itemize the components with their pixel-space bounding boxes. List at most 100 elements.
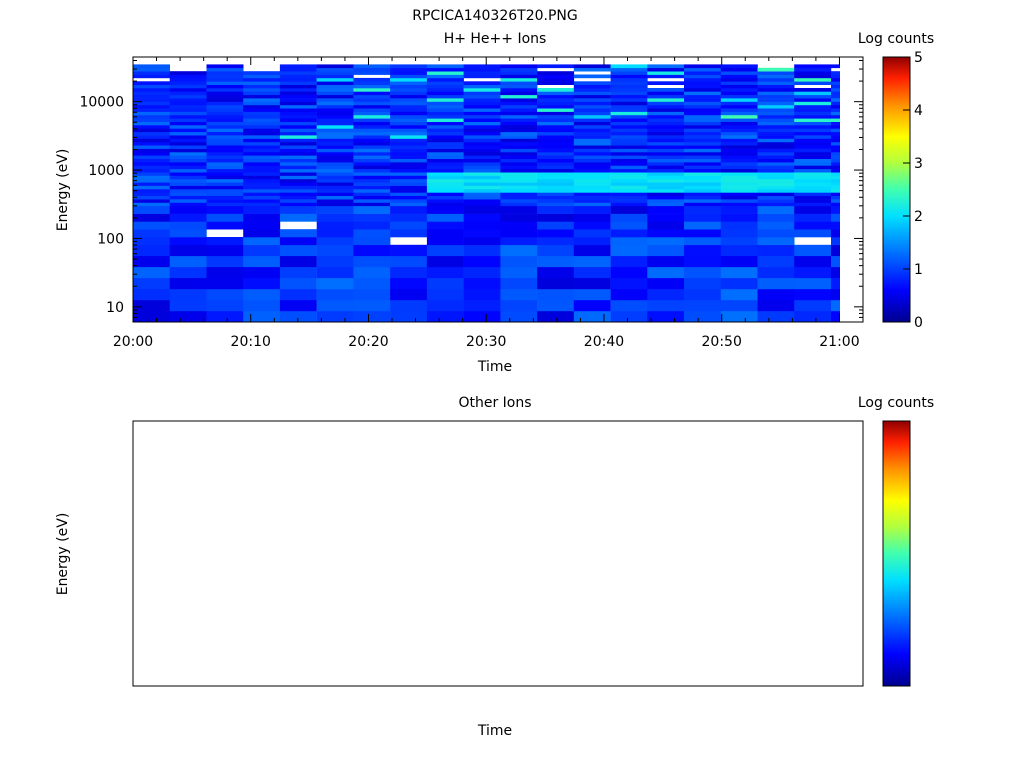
- heatmap-cell: [647, 138, 685, 143]
- heatmap-cell: [500, 91, 538, 96]
- heatmap-cell: [316, 91, 354, 96]
- heatmap-cell: [794, 74, 832, 79]
- heatmap-cell: [243, 266, 281, 279]
- heatmap-cell: [794, 64, 832, 69]
- heatmap-cell: [426, 221, 464, 230]
- colorbar-frame: [882, 420, 911, 687]
- heatmap-cell: [463, 135, 501, 139]
- heatmap-cell: [500, 71, 538, 75]
- heatmap-cell: [426, 165, 464, 170]
- heatmap-cell: [426, 185, 464, 190]
- heatmap-cell: [500, 299, 538, 312]
- heatmap-cell: [316, 131, 354, 136]
- heatmap-cell: [133, 128, 170, 133]
- heatmap-cell: [426, 101, 464, 106]
- heatmap-cell: [353, 199, 391, 203]
- heatmap-cell: [316, 114, 354, 119]
- heatmap-cell: [353, 202, 391, 207]
- heatmap-cell: [794, 88, 832, 92]
- heatmap-cell: [426, 91, 464, 96]
- heatmap-cell: [169, 128, 207, 133]
- heatmap-cell: [757, 128, 795, 133]
- heatmap-cell: [206, 101, 244, 106]
- colorbar-tick-label: 2: [914, 209, 923, 225]
- heatmap-cell: [757, 175, 795, 180]
- heatmap-cell: [610, 199, 648, 203]
- heatmap-cell: [537, 118, 575, 122]
- heatmap-cell: [720, 299, 758, 312]
- heatmap-cell: [647, 195, 685, 200]
- heatmap-cell: [390, 74, 428, 79]
- heatmap-cell: [794, 155, 832, 159]
- heatmap-cell: [426, 299, 464, 312]
- heatmap-cell: [390, 67, 428, 72]
- heatmap-cell: [390, 165, 428, 170]
- heatmap-cell: [537, 155, 575, 159]
- heatmap-cell: [316, 84, 354, 89]
- heatmap-cell: [353, 266, 391, 279]
- heatmap-cell: [573, 121, 611, 126]
- heatmap-cell: [206, 255, 244, 268]
- heatmap-cell: [206, 64, 244, 69]
- heatmap-cell: [279, 192, 317, 196]
- heatmap-cell: [206, 172, 244, 176]
- heatmap-cell: [720, 205, 758, 214]
- heatmap-cell: [610, 81, 648, 85]
- heatmap-cell: [243, 299, 281, 312]
- heatmap-cell: [831, 125, 840, 129]
- heatmap-cell: [206, 67, 244, 72]
- heatmap-cell: [353, 88, 391, 92]
- heatmap-cell: [169, 141, 207, 146]
- heatmap-cell: [794, 71, 832, 75]
- heatmap-cell: [573, 172, 611, 176]
- heatmap-cell: [169, 74, 207, 79]
- heatmap-cell: [206, 114, 244, 119]
- colorbar-tick-label: 1: [914, 262, 923, 278]
- heatmap-cell: [537, 101, 575, 106]
- heatmap-cell: [610, 74, 648, 79]
- heatmap-cell: [316, 202, 354, 207]
- heatmap-cell: [537, 202, 575, 207]
- heatmap-cell: [500, 104, 538, 109]
- heatmap-cell: [647, 131, 685, 136]
- heatmap-cell: [647, 189, 685, 193]
- heatmap-cell: [537, 168, 575, 173]
- heatmap-cell: [390, 138, 428, 143]
- heatmap-cell: [831, 135, 840, 139]
- heatmap-cell: [647, 205, 685, 214]
- heatmap-cell: [133, 125, 170, 129]
- heatmap-cell: [831, 175, 840, 180]
- heatmap-cell: [426, 158, 464, 163]
- heatmap-cell: [133, 71, 170, 75]
- heatmap-cell: [537, 148, 575, 153]
- heatmap-cell: [647, 266, 685, 279]
- heatmap-cell: [537, 138, 575, 143]
- heatmap-cell: [133, 221, 170, 230]
- heatmap-cell: [573, 74, 611, 79]
- heatmap-cell: [353, 195, 391, 200]
- heatmap-cell: [573, 94, 611, 99]
- heatmap-cell: [573, 266, 611, 279]
- heatmap-cell: [353, 155, 391, 159]
- heatmap-cell: [243, 91, 281, 96]
- heatmap-cell: [573, 178, 611, 183]
- heatmap-cell: [426, 168, 464, 173]
- heatmap-cell: [647, 88, 685, 92]
- heatmap-cell: [390, 255, 428, 268]
- heatmap-cell: [831, 145, 840, 149]
- heatmap-cell: [243, 221, 281, 230]
- x-axis: 20:00 20:10 20:20 20:30 20:40 20:50 21:00: [113, 57, 860, 350]
- heatmap-cell: [353, 205, 391, 214]
- heatmap-cell: [831, 299, 840, 312]
- heatmap-cell: [720, 221, 758, 230]
- heatmap-cell: [463, 94, 501, 99]
- heatmap-cell: [757, 77, 795, 82]
- heatmap-cell: [279, 141, 317, 146]
- heatmap-cell: [463, 81, 501, 85]
- heatmap-cell: [831, 192, 840, 196]
- heatmap-cell: [279, 84, 317, 89]
- heatmap-cell: [426, 118, 464, 122]
- heatmap-cell: [831, 158, 840, 163]
- heatmap-cell: [279, 101, 317, 106]
- heatmap-cell: [610, 104, 648, 109]
